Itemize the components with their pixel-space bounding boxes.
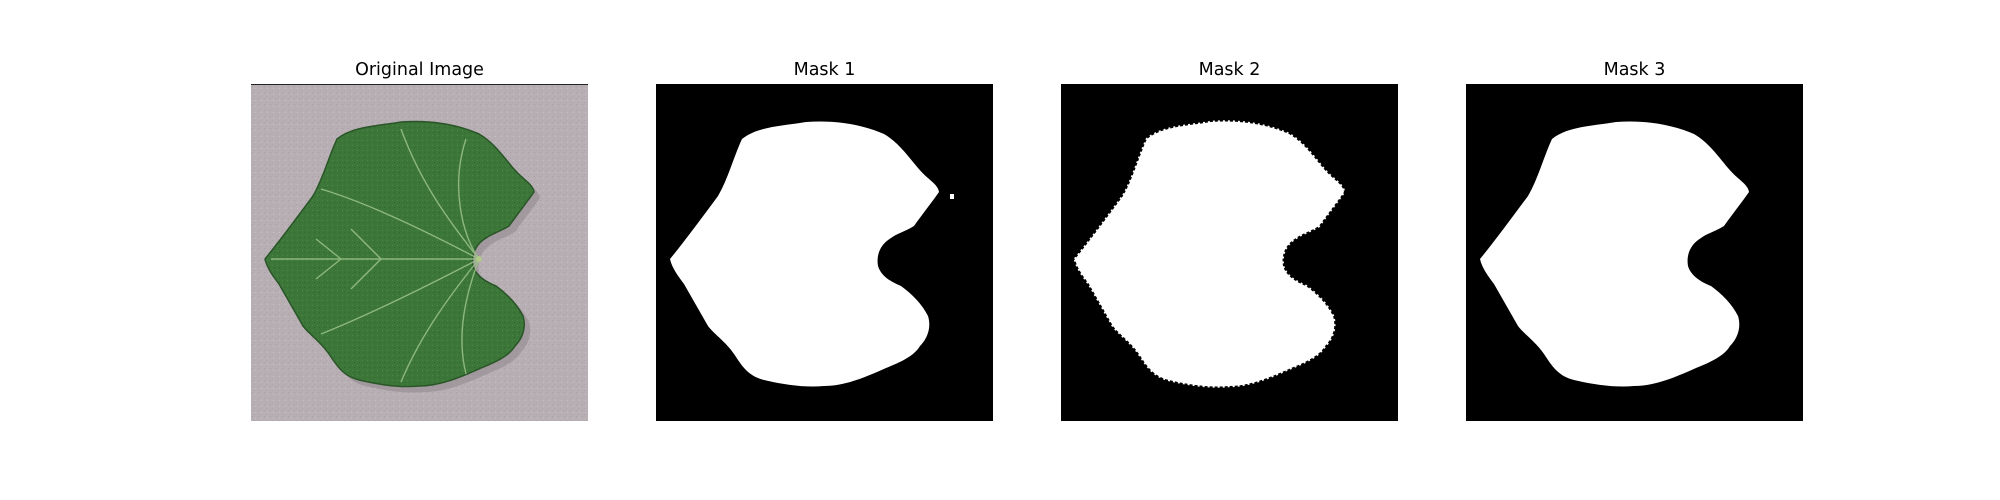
leaf-petiole	[476, 256, 482, 262]
mask-1-speck	[950, 194, 954, 199]
mask-1-image	[656, 84, 993, 421]
leaf-veins	[271, 128, 480, 383]
mask-2-panel	[1061, 84, 1398, 421]
mask-3-title: Mask 3	[1603, 60, 1666, 80]
mask-1-panel	[656, 84, 993, 421]
leaf-photo	[251, 84, 588, 421]
mask-3-image	[1466, 84, 1803, 421]
mask-2-title: Mask 2	[1198, 60, 1261, 80]
original-image-panel	[251, 84, 588, 421]
mask-1-title: Mask 1	[793, 60, 856, 80]
mask-3-panel	[1466, 84, 1803, 421]
original-image-title: Original Image	[355, 60, 484, 80]
mask-2-image	[1061, 84, 1398, 421]
mask-3-notch	[1738, 172, 1746, 180]
